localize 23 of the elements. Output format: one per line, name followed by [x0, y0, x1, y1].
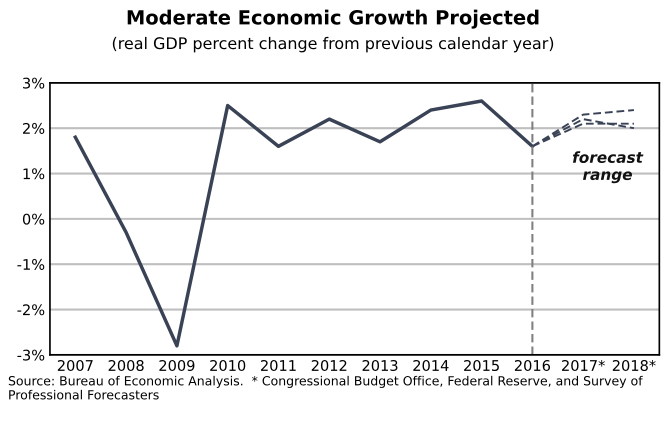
- x-tick-label: 2008: [108, 360, 144, 372]
- source-note: Source: Bureau of Economic Analysis. * Congressional Budget Office, Federal Reserve, and Survey of Professional Forecasters: [8, 376, 643, 400]
- x-tick-label: 2014: [413, 360, 449, 372]
- x-tick-label: 2010: [210, 360, 246, 372]
- x-tick-label: 2016: [514, 360, 550, 372]
- y-tick-label: -3%: [17, 350, 44, 361]
- x-tick-label: 2015: [464, 360, 499, 372]
- chart-title: Moderate Economic Growth Projected: [128, 10, 538, 29]
- x-tick-label: 2017*: [562, 360, 605, 372]
- x-tick-label: 2009: [159, 360, 194, 372]
- x-tick-label: 2018*: [612, 360, 656, 372]
- y-tick-label: 0%: [22, 214, 44, 225]
- y-tick-label: 2%: [23, 122, 44, 134]
- x-tick-label: 2013: [362, 360, 398, 372]
- x-tick-label: 2007: [58, 360, 93, 372]
- x-tick-label: 2012: [312, 360, 346, 372]
- x-tick-label: 2011: [260, 360, 296, 372]
- y-tick-label: 3%: [23, 78, 44, 89]
- y-tick-label: -2%: [17, 304, 44, 316]
- annotation: forecast range: [572, 151, 644, 184]
- y-tick-label: -1%: [17, 258, 44, 270]
- y-tick-label: 1%: [24, 168, 44, 180]
- chart-subtitle: (real GDP percent change from previous calendar year): [112, 36, 554, 52]
